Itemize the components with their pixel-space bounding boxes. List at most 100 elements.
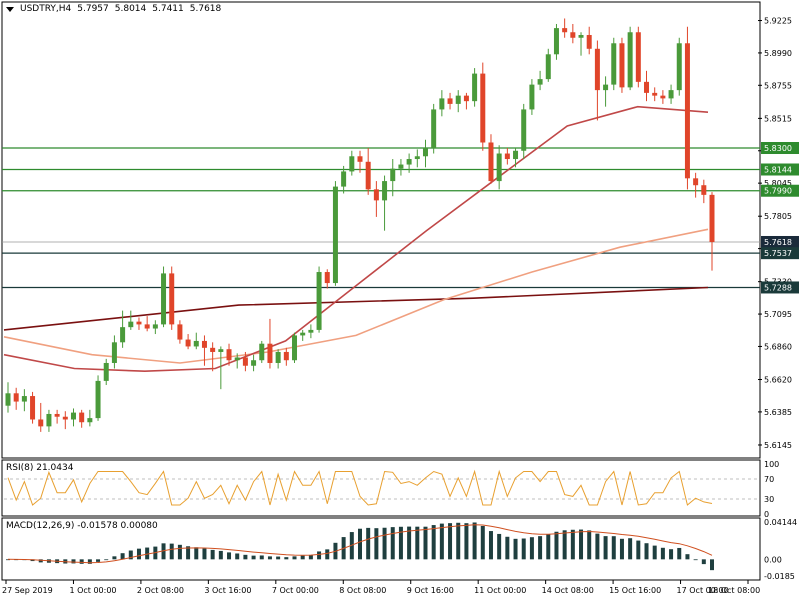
candle-down xyxy=(54,413,60,417)
candle-down xyxy=(324,272,330,284)
candle-up xyxy=(496,153,502,182)
level-labels: 5.8300 5.8144 5.7990 5.7618 5.7537 5.7288 xyxy=(761,142,799,294)
candle-down xyxy=(13,393,19,402)
candle-down xyxy=(210,347,216,352)
candle-down xyxy=(684,43,690,179)
time-tick-label: 8 Oct 08:00 xyxy=(339,586,386,595)
candle-up xyxy=(95,380,101,419)
candle-up xyxy=(103,362,109,381)
candle-down xyxy=(480,73,486,143)
macd-bar xyxy=(284,557,289,560)
time-tick-label: 9 Oct 16:00 xyxy=(407,586,454,595)
candle-up xyxy=(234,357,240,361)
time-tick-label: 17 Oct 00:00 xyxy=(677,586,729,595)
macd-bar xyxy=(112,556,117,560)
macd-bar xyxy=(497,533,502,560)
level-label: 5.7537 xyxy=(764,249,792,258)
candle-up xyxy=(349,156,355,172)
level-label: 5.7288 xyxy=(764,283,792,292)
macd-bar xyxy=(38,559,43,563)
price-tick-label: 5.7805 xyxy=(764,212,792,221)
candle-up xyxy=(627,32,633,88)
macd-bar xyxy=(488,531,493,560)
macd-bar xyxy=(259,555,264,560)
candle-down xyxy=(562,28,568,33)
candle-up xyxy=(611,43,617,85)
macd-bar xyxy=(227,552,232,560)
macd-bar xyxy=(448,523,453,560)
candle-up xyxy=(87,418,93,423)
time-tick-label: 2 Oct 08:00 xyxy=(137,586,184,595)
candle-down xyxy=(267,343,273,363)
candle-down xyxy=(226,349,232,361)
macd-bar xyxy=(194,547,199,560)
candle-up xyxy=(668,90,674,99)
macd-bar xyxy=(96,559,101,562)
candle-up xyxy=(316,272,322,330)
candle-down xyxy=(62,416,68,420)
macd-bar xyxy=(570,529,575,560)
candle-down xyxy=(619,43,625,88)
candle-up xyxy=(70,412,76,420)
candle-up xyxy=(553,28,559,55)
macd-bar xyxy=(145,547,150,560)
time-tick-label: 7 Oct 00:00 xyxy=(272,586,319,595)
rsi-tick-label: 100 xyxy=(764,460,779,469)
candle-down xyxy=(594,48,600,91)
macd-bar xyxy=(398,526,403,560)
macd-bar xyxy=(562,530,567,560)
candle-up xyxy=(390,168,396,182)
level-label: 5.7618 xyxy=(764,238,792,247)
candle-up xyxy=(251,360,257,366)
candle-up xyxy=(455,95,461,104)
candle-up xyxy=(537,79,543,85)
candle-up xyxy=(292,335,298,361)
macd-bar xyxy=(390,527,395,560)
dropdown-triangle-icon[interactable] xyxy=(6,6,14,12)
macd-bar xyxy=(177,544,182,560)
macd-bar xyxy=(358,528,362,560)
candle-down xyxy=(586,35,592,49)
candle-up xyxy=(513,150,519,160)
symbol-label: USDTRY,H4 xyxy=(20,4,72,14)
candle-up xyxy=(120,327,126,343)
candle-up xyxy=(341,171,347,187)
candles xyxy=(5,18,715,432)
macd-bar xyxy=(235,553,240,560)
candle-up xyxy=(152,324,158,329)
candle-up xyxy=(308,329,314,333)
rsi-pane: 100 70 30 0 xyxy=(4,460,779,519)
macd-bar xyxy=(660,547,665,560)
macd-bar xyxy=(300,555,305,560)
macd-tick-label: 0.04144 xyxy=(764,518,797,527)
macd-bar xyxy=(513,538,518,560)
macd-bar xyxy=(554,531,559,560)
macd-bar xyxy=(210,549,215,560)
macd-bar xyxy=(415,526,420,560)
candle-down xyxy=(38,419,44,427)
candle-down xyxy=(169,273,175,325)
macd-bar xyxy=(636,540,641,560)
macd-bar xyxy=(505,536,510,560)
macd-bar xyxy=(161,543,166,560)
price-tick-label: 5.8515 xyxy=(764,114,792,123)
macd-bar xyxy=(169,543,174,560)
price-tick-label: 5.8045 xyxy=(764,179,792,188)
candle-up xyxy=(676,43,682,91)
candle-up xyxy=(275,351,281,363)
macd-bar xyxy=(79,559,84,564)
ma-line xyxy=(3,105,709,373)
macd-bar xyxy=(202,548,207,560)
time-tick-label: 27 Sep 2019 xyxy=(2,586,53,595)
candle-down xyxy=(79,412,85,423)
macd-bar xyxy=(521,538,526,560)
candle-down xyxy=(357,156,363,162)
macd-bar xyxy=(546,534,551,560)
candle-up xyxy=(422,148,428,157)
macd-bar xyxy=(276,556,281,560)
price-tick-label: 5.9225 xyxy=(764,17,792,26)
macd-bar xyxy=(529,537,534,560)
time-tick-label: 18 Oct 08:00 xyxy=(708,586,760,595)
